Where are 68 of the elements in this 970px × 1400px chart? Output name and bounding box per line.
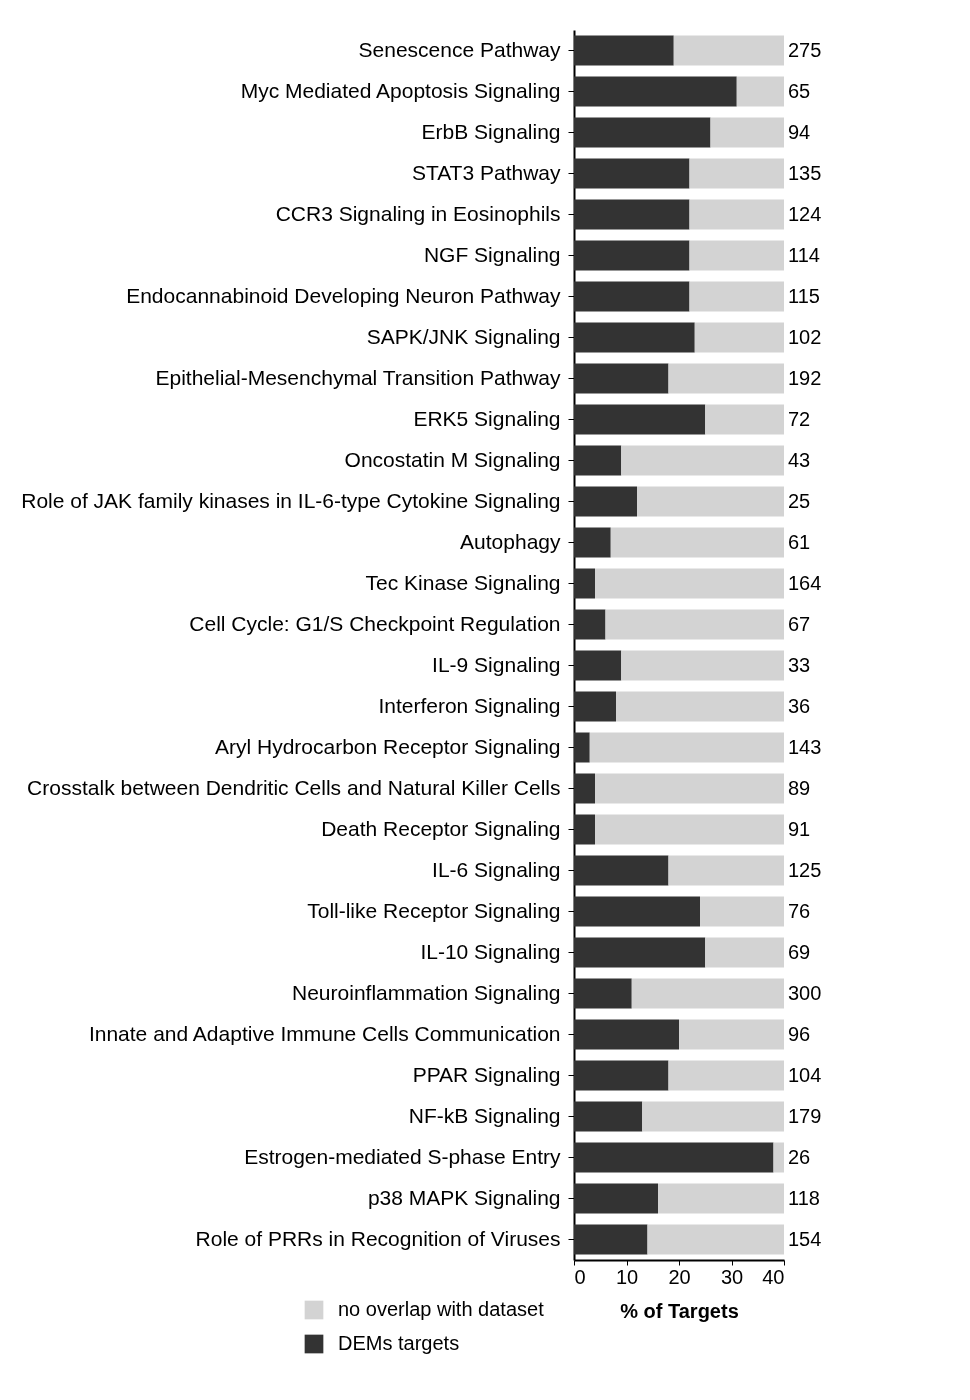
text: 143 — [788, 735, 822, 758]
y-tick-label: PPAR Signaling — [412, 1062, 561, 1086]
x-tick-label: 40 — [762, 1265, 785, 1288]
legend-label: no overlap with dataset — [338, 1298, 545, 1320]
y-tick-label: Role of PRRs in Recognition of Viruses — [195, 1226, 561, 1250]
text: 33 — [788, 653, 811, 676]
text: 164 — [788, 571, 822, 594]
text: 43 — [788, 448, 811, 471]
y-tick-label: NF-kB Signaling — [408, 1103, 561, 1127]
y-tick-label: Oncostatin M Signaling — [344, 447, 561, 471]
y-tick-label: Cell Cycle: G1/S Checkpoint Regulation — [189, 611, 561, 635]
text: 118 — [788, 1186, 820, 1209]
y-tick-label: Neuroinflammation Signaling — [292, 980, 561, 1004]
x-tick-label: 20 — [668, 1265, 691, 1288]
text: 300 — [788, 981, 822, 1004]
x-axis-title: % of Targets — [620, 1299, 739, 1322]
y-tick-label: Autophagy — [460, 529, 561, 553]
text: 72 — [788, 407, 811, 430]
y-tick-label: CCR3 Signaling in Eosinophils — [275, 201, 561, 225]
y-tick-label: NGF Signaling — [423, 242, 561, 266]
text: 36 — [788, 694, 811, 717]
y-tick-label: Death Receptor Signaling — [321, 816, 561, 840]
y-tick-label: Senescence Pathway — [358, 37, 561, 61]
y-tick-label: IL-6 Signaling — [432, 857, 561, 881]
y-tick-label: Estrogen-mediated S-phase Entry — [244, 1144, 561, 1168]
text: 125 — [788, 858, 822, 881]
y-tick-label: IL-9 Signaling — [432, 652, 561, 676]
text: 104 — [788, 1063, 822, 1086]
text: 102 — [788, 325, 822, 348]
y-tick-label: Toll-like Receptor Signaling — [307, 898, 561, 922]
text: 76 — [788, 899, 811, 922]
y-tick-label: Endocannabinoid Developing Neuron Pathway — [126, 283, 561, 307]
text: 89 — [788, 776, 811, 799]
y-tick-label: SAPK/JNK Signaling — [366, 324, 561, 348]
y-tick-label: IL-10 Signaling — [420, 939, 561, 963]
text: 91 — [788, 817, 811, 840]
y-tick-label: Interferon Signaling — [378, 693, 561, 717]
x-tick-label: 30 — [720, 1265, 744, 1288]
text: 154 — [788, 1227, 822, 1250]
text: 26 — [788, 1145, 811, 1168]
text: 25 — [788, 489, 811, 512]
x-tick-label: 0 — [574, 1265, 586, 1288]
text: 94 — [788, 120, 811, 143]
text: 192 — [788, 366, 822, 389]
text: 69 — [788, 940, 811, 963]
text: 179 — [788, 1104, 822, 1127]
y-tick-label: Role of JAK family kinases in IL-6-type Cytokine Signaling — [21, 488, 561, 512]
text: 135 — [788, 161, 822, 184]
text: 65 — [788, 79, 811, 102]
y-tick-label: Aryl Hydrocarbon Receptor Signaling — [214, 734, 561, 758]
y-tick-label: Tec Kinase Signaling — [365, 570, 561, 594]
y-tick-label: STAT3 Pathway — [411, 160, 561, 184]
y-tick-label: Myc Mediated Apoptosis Signaling — [240, 78, 561, 102]
text: 67 — [788, 612, 811, 635]
y-tick-label: Innate and Adaptive Immune Cells Communication — [88, 1021, 561, 1045]
text: 124 — [788, 202, 822, 225]
y-tick-label: p38 MAPK Signaling — [367, 1185, 561, 1209]
y-tick-label: ErbB Signaling — [421, 119, 561, 143]
y-tick-label: ERK5 Signaling — [413, 406, 561, 430]
text: 114 — [788, 243, 820, 266]
legend-label: DEMs targets — [338, 1332, 460, 1354]
text: 115 — [788, 284, 820, 307]
text: 61 — [788, 530, 811, 553]
y-tick-label: Epithelial-Mesenchymal Transition Pathway — [155, 365, 561, 389]
y-tick-label: Crosstalk between Dendritic Cells and Natural Killer Cells — [27, 775, 561, 799]
x-tick-label: 10 — [615, 1265, 639, 1288]
text: 96 — [788, 1022, 811, 1045]
text: 275 — [788, 38, 822, 61]
